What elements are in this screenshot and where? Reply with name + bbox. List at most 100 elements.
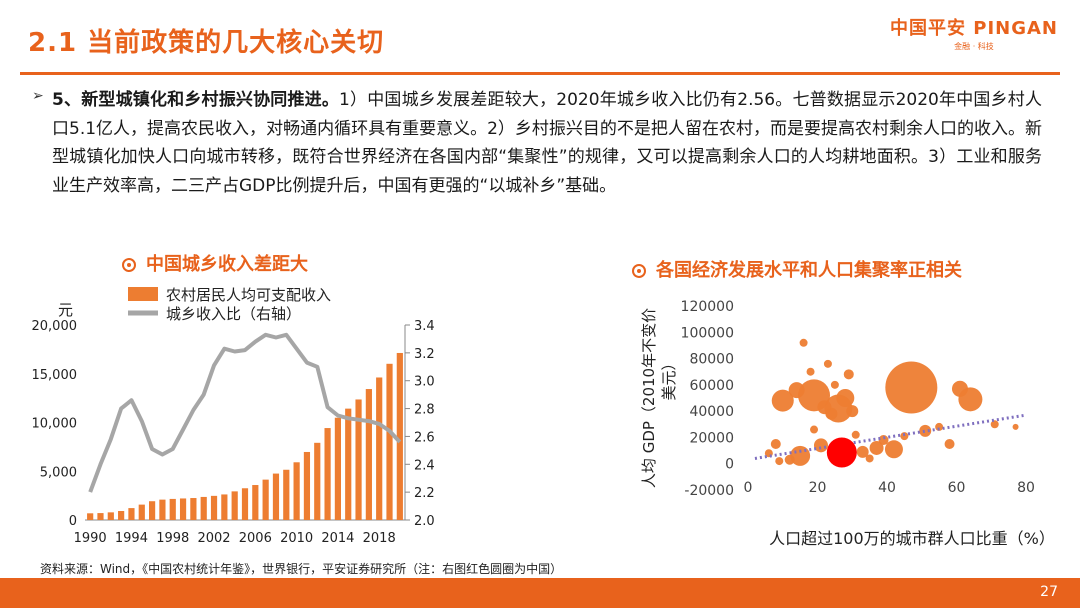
bar [345, 408, 352, 520]
paragraph-body: 1）中国城乡发展差距较大，2020年城乡收入比仍有2.56。七普数据显示2020… [52, 90, 1042, 196]
body-paragraph: 5、新型城镇化和乡村振兴协同推进。1）中国城乡发展差距较大，2020年城乡收入比… [52, 86, 1042, 200]
y-tick: 20000 [689, 430, 734, 446]
bar [190, 498, 197, 520]
bullet-arrow-icon: ➢ [32, 88, 44, 104]
bar [128, 508, 135, 520]
scatter-point [851, 430, 860, 439]
x-tick: 60 [948, 480, 966, 496]
scatter-point [885, 361, 938, 414]
trendline [754, 413, 1027, 460]
bar [283, 469, 290, 520]
bar [97, 513, 104, 520]
scatter-point [919, 424, 932, 437]
bar [355, 399, 362, 520]
y-axis-label-line2: 美元） [660, 355, 678, 400]
bar [231, 491, 238, 520]
y-left-tick: 20,000 [32, 319, 78, 334]
bar [303, 451, 311, 520]
scatter-point [775, 457, 784, 466]
y-right-tick: 3.2 [414, 347, 435, 362]
page-number: 27 [1040, 584, 1058, 600]
x-tick: 2002 [197, 531, 230, 546]
bar [262, 479, 269, 520]
x-tick: 2018 [363, 531, 396, 546]
bar [159, 499, 166, 520]
ratio-line [88, 332, 402, 493]
x-tick: 0 [744, 480, 753, 496]
y-tick: 80000 [689, 352, 734, 368]
y-tick: 120000 [681, 299, 734, 315]
x-tick: 1998 [156, 531, 189, 546]
scatter-point [865, 454, 874, 463]
scatter-point [823, 359, 832, 368]
scatter-point [813, 438, 828, 453]
y-left-tick: 5,000 [40, 465, 77, 480]
bar [149, 501, 156, 520]
bar [179, 498, 187, 520]
bar [138, 504, 145, 520]
scatter-point [788, 382, 805, 399]
bar [221, 494, 228, 520]
scatter-point [836, 389, 855, 407]
logo-text: 中国平安 PINGAN [890, 18, 1058, 39]
y-tick: -20000 [684, 483, 734, 499]
scatter-point [806, 367, 815, 376]
scatter-point [843, 369, 854, 380]
title-divider [20, 72, 1060, 75]
scatter-point [799, 338, 808, 347]
scatter-point [784, 454, 795, 465]
bar [386, 363, 393, 520]
y-right-tick: 3.0 [414, 375, 435, 390]
x-tick: 2006 [239, 531, 272, 546]
scatter-point [878, 435, 889, 446]
y-left-tick: 10,000 [32, 417, 78, 432]
y-right-tick: 2.0 [414, 514, 435, 529]
bar [107, 512, 114, 520]
y-right-tick: 2.8 [414, 403, 435, 418]
legend-bar-swatch [128, 287, 158, 301]
left-chart-title-text: 中国城乡收入差距大 [146, 254, 308, 275]
bar [376, 377, 383, 520]
scatter-point [869, 440, 884, 455]
source-note: 资料来源：Wind，《中国农村统计年鉴》，世界银行，平安证券研究所（注：右图红色… [40, 562, 563, 576]
bar [200, 496, 207, 520]
china-point [826, 437, 857, 468]
paragraph-lead: 5、新型城镇化和乡村振兴协同推进。 [52, 90, 340, 110]
y-left-tick: 0 [69, 514, 77, 529]
y-axis-label: 人均 GDP（2010年不变价 [640, 308, 658, 488]
right-chart-title-text: 各国经济发展水平和人口集聚率正相关 [656, 260, 962, 281]
bar [252, 485, 259, 520]
y-left-unit: 元 [58, 301, 73, 319]
x-tick: 2014 [321, 531, 354, 546]
y-tick: 100000 [681, 325, 734, 341]
gdp-urbanization-scatter: -20000 0 20000 40000 60000 80000 100000 120000 0… [640, 299, 1055, 548]
bar [272, 473, 280, 520]
y-right-tick: 2.6 [414, 430, 435, 445]
bar [365, 389, 372, 520]
y-left-tick: 15,000 [32, 368, 78, 383]
y-right-tick: 2.2 [414, 486, 435, 501]
left-chart-title: 中国城乡收入差距大 [122, 250, 308, 276]
bar [241, 488, 249, 520]
bar [324, 428, 331, 520]
scatter-point [884, 440, 903, 459]
x-tick: 20 [809, 480, 827, 496]
x-tick: 40 [878, 480, 896, 496]
page-title: 2.1 当前政策的几大核心关切 [28, 28, 385, 58]
right-chart-title: 各国经济发展水平和人口集聚率正相关 [632, 256, 962, 282]
scatter-point [990, 420, 999, 429]
bar [314, 442, 321, 520]
scatter-point [770, 439, 781, 449]
bar [293, 462, 300, 520]
x-tick: 1990 [74, 531, 107, 546]
bar [87, 513, 94, 520]
scatter-point [810, 425, 819, 434]
scatter-point [951, 380, 968, 397]
y-tick: 40000 [689, 404, 734, 420]
y-right-tick: 3.4 [414, 319, 435, 334]
bar [334, 417, 341, 520]
legend-bar-label: 农村居民人均可支配收入 [166, 286, 331, 304]
brand-logo: 中国平安 PINGAN 金融 · 科技 [890, 14, 1058, 52]
scatter-point [900, 432, 909, 441]
footer-bar [0, 578, 1080, 608]
